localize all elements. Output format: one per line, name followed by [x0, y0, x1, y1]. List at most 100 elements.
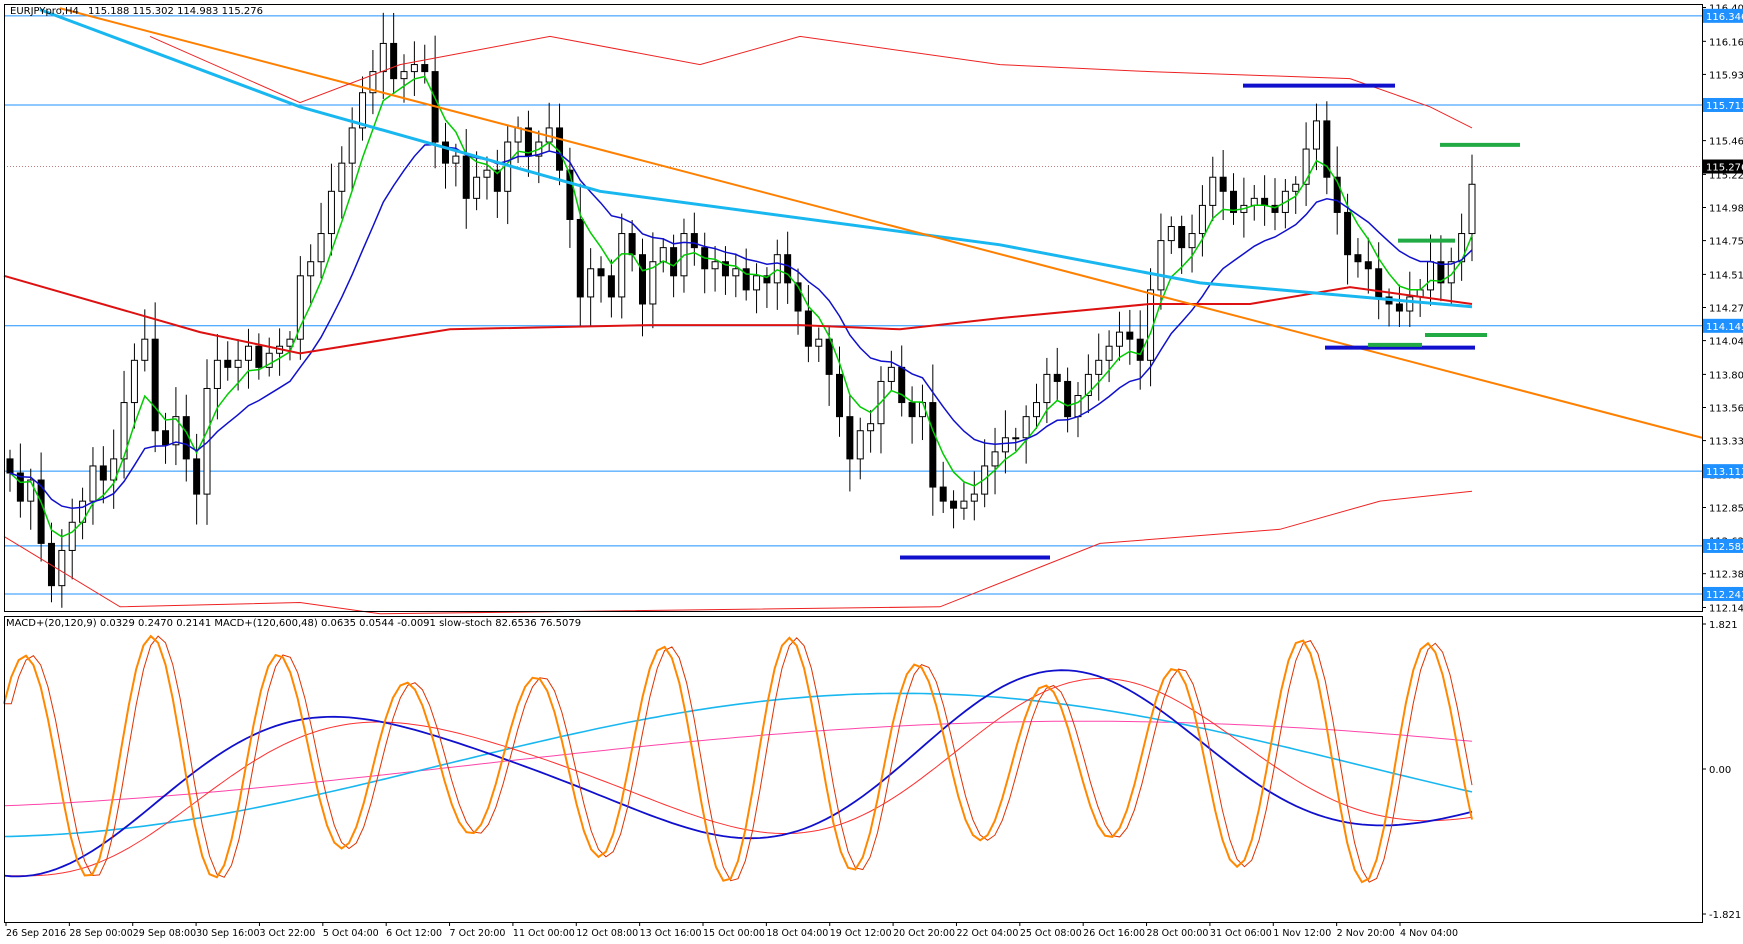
bearish-candle[interactable] — [7, 459, 13, 473]
bearish-candle[interactable] — [1365, 262, 1371, 269]
bullish-candle[interactable] — [339, 163, 345, 191]
bullish-candle[interactable] — [349, 128, 355, 163]
bullish-candle[interactable] — [214, 360, 220, 388]
bullish-candle[interactable] — [142, 339, 148, 360]
bearish-candle[interactable] — [463, 156, 469, 198]
bullish-candle[interactable] — [1075, 396, 1081, 417]
bullish-candle[interactable] — [1044, 374, 1050, 402]
bullish-candle[interactable] — [971, 494, 977, 501]
bullish-candle[interactable] — [59, 550, 65, 585]
bullish-candle[interactable] — [1469, 184, 1475, 233]
bullish-candle[interactable] — [1106, 346, 1112, 360]
bearish-candle[interactable] — [909, 403, 915, 417]
bearish-candle[interactable] — [598, 269, 604, 276]
bullish-candle[interactable] — [961, 501, 967, 508]
bearish-candle[interactable] — [194, 459, 200, 494]
bearish-candle[interactable] — [608, 276, 614, 297]
bullish-candle[interactable] — [816, 339, 822, 346]
bullish-candle[interactable] — [992, 452, 998, 466]
bullish-candle[interactable] — [1116, 332, 1122, 346]
bullish-candle[interactable] — [1199, 205, 1205, 233]
bearish-candle[interactable] — [940, 487, 946, 501]
bullish-candle[interactable] — [474, 177, 480, 198]
bearish-candle[interactable] — [930, 403, 936, 488]
bullish-candle[interactable] — [660, 248, 666, 262]
bullish-candle[interactable] — [245, 346, 251, 360]
bullish-candle[interactable] — [888, 367, 894, 381]
bearish-candle[interactable] — [805, 311, 811, 346]
bearish-candle[interactable] — [1355, 255, 1361, 262]
bearish-candle[interactable] — [629, 234, 635, 255]
bullish-candle[interactable] — [712, 262, 718, 269]
bearish-candle[interactable] — [391, 43, 397, 78]
bearish-candle[interactable] — [1179, 227, 1185, 248]
bearish-candle[interactable] — [785, 255, 791, 283]
bullish-candle[interactable] — [1189, 234, 1195, 248]
bearish-candle[interactable] — [951, 501, 957, 508]
bullish-candle[interactable] — [619, 234, 625, 297]
bullish-candle[interactable] — [1096, 360, 1102, 374]
bearish-candle[interactable] — [639, 255, 645, 304]
bearish-candle[interactable] — [1054, 374, 1060, 381]
bullish-candle[interactable] — [1158, 241, 1164, 290]
bullish-candle[interactable] — [1251, 198, 1257, 205]
bearish-candle[interactable] — [1231, 191, 1237, 212]
bearish-candle[interactable] — [163, 431, 169, 445]
bearish-candle[interactable] — [1065, 381, 1071, 416]
bullish-candle[interactable] — [1293, 184, 1299, 191]
bearish-candle[interactable] — [577, 219, 583, 296]
bullish-candle[interactable] — [1313, 121, 1319, 149]
bearish-candle[interactable] — [1376, 269, 1382, 297]
bearish-candle[interactable] — [671, 248, 677, 276]
bullish-candle[interactable] — [1013, 438, 1019, 439]
bullish-candle[interactable] — [588, 269, 594, 297]
bullish-candle[interactable] — [235, 360, 241, 367]
bearish-candle[interactable] — [152, 339, 158, 431]
bearish-candle[interactable] — [691, 234, 697, 248]
bullish-candle[interactable] — [1210, 177, 1216, 205]
bearish-candle[interactable] — [256, 346, 262, 367]
bullish-candle[interactable] — [328, 191, 334, 233]
bullish-candle[interactable] — [754, 276, 760, 290]
bullish-candle[interactable] — [515, 128, 521, 142]
bullish-candle[interactable] — [1168, 227, 1174, 241]
bullish-candle[interactable] — [1002, 438, 1008, 452]
bullish-candle[interactable] — [453, 156, 459, 163]
bearish-candle[interactable] — [826, 339, 832, 374]
bullish-candle[interactable] — [1034, 403, 1040, 417]
bearish-candle[interactable] — [100, 466, 106, 480]
bullish-candle[interactable] — [380, 43, 386, 71]
bearish-candle[interactable] — [1127, 332, 1133, 339]
bullish-candle[interactable] — [484, 170, 490, 177]
bearish-candle[interactable] — [48, 543, 54, 585]
bearish-candle[interactable] — [567, 170, 573, 219]
bullish-candle[interactable] — [857, 431, 863, 459]
bullish-candle[interactable] — [733, 269, 739, 276]
bullish-candle[interactable] — [1407, 297, 1413, 311]
bearish-candle[interactable] — [422, 65, 428, 72]
bearish-candle[interactable] — [225, 360, 231, 367]
bullish-candle[interactable] — [1428, 262, 1434, 290]
bearish-candle[interactable] — [1396, 304, 1402, 311]
bullish-candle[interactable] — [774, 255, 780, 283]
bearish-candle[interactable] — [1345, 212, 1351, 254]
bullish-candle[interactable] — [401, 72, 407, 79]
bullish-candle[interactable] — [69, 522, 75, 550]
bearish-candle[interactable] — [847, 417, 853, 459]
bullish-candle[interactable] — [308, 262, 314, 276]
bullish-candle[interactable] — [1023, 417, 1029, 438]
bullish-candle[interactable] — [90, 466, 96, 501]
bullish-candle[interactable] — [131, 360, 137, 402]
bearish-candle[interactable] — [899, 367, 905, 402]
level-price-label: 116.346 — [1706, 12, 1743, 23]
indicator-title: MACD+(20,120,9) 0.0329 0.2470 0.2141 MAC… — [6, 618, 581, 629]
bullish-candle[interactable] — [411, 65, 417, 72]
bearish-candle[interactable] — [837, 374, 843, 416]
bearish-candle[interactable] — [1262, 198, 1268, 205]
bullish-candle[interactable] — [318, 234, 324, 262]
bullish-candle[interactable] — [868, 424, 874, 431]
bearish-candle[interactable] — [1220, 177, 1226, 191]
bearish-candle[interactable] — [442, 142, 448, 163]
